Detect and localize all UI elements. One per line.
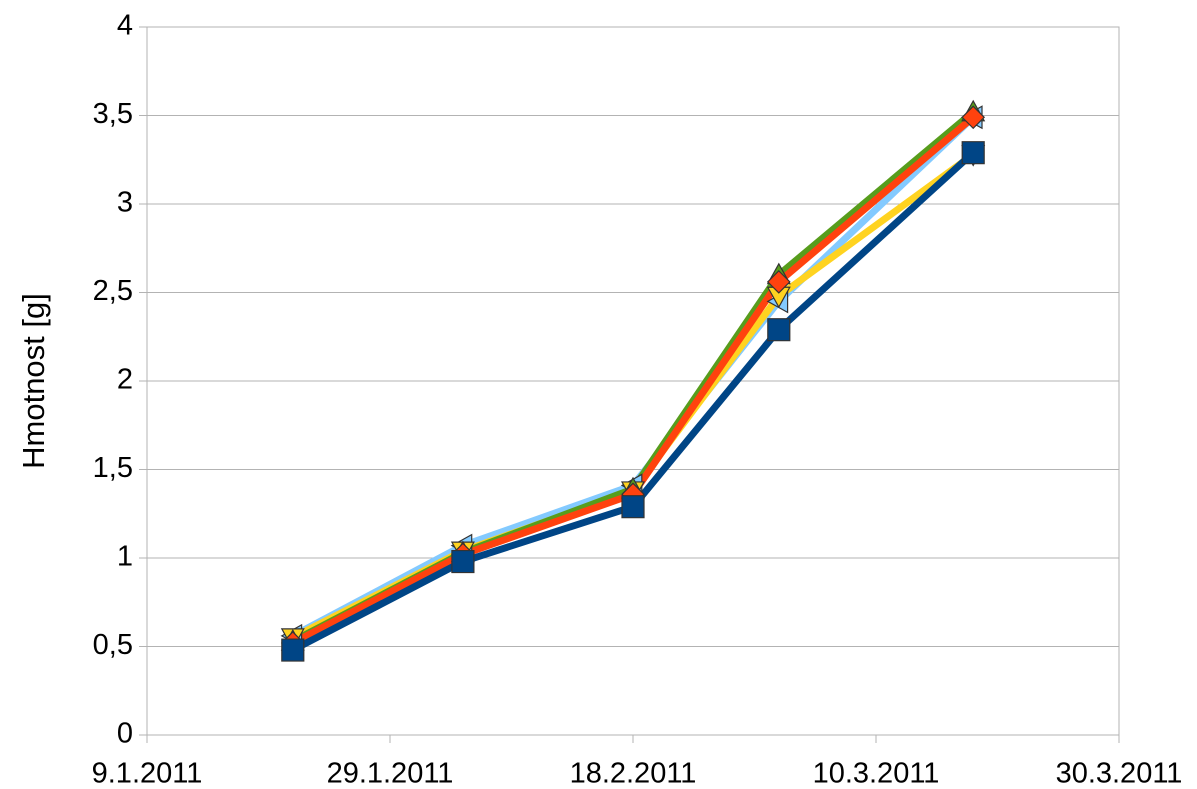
y-tick-label: 0,5: [93, 629, 133, 661]
x-tick-label: 9.1.2011: [92, 758, 203, 789]
y-tick-label: 3,5: [93, 98, 133, 130]
y-tick-label: 1: [117, 541, 133, 573]
marker: [621, 495, 645, 519]
marker: [281, 638, 305, 662]
marker: [961, 105, 986, 130]
y-tick-label: 3: [117, 187, 133, 219]
y-tick-label: 2,5: [93, 275, 133, 307]
x-tick-label: 10.3.2011: [813, 758, 940, 789]
marker: [766, 270, 791, 294]
y-tick-label: 1,5: [93, 452, 133, 484]
series-line: [291, 151, 976, 641]
y-axis-label: Hmotnost [g]: [16, 293, 51, 469]
marker: [451, 549, 475, 574]
series-line: [291, 109, 976, 645]
x-tick-label: 30.3.2011: [1056, 758, 1183, 789]
y-tick-label: 2: [117, 364, 133, 396]
x-tick-label: 18.2.2011: [570, 758, 697, 789]
marker: [767, 318, 791, 342]
y-tick-label: 0: [117, 718, 133, 750]
x-tick-label: 29.1.2011: [327, 758, 454, 789]
marker: [961, 141, 985, 165]
y-tick-label: 4: [117, 10, 133, 42]
